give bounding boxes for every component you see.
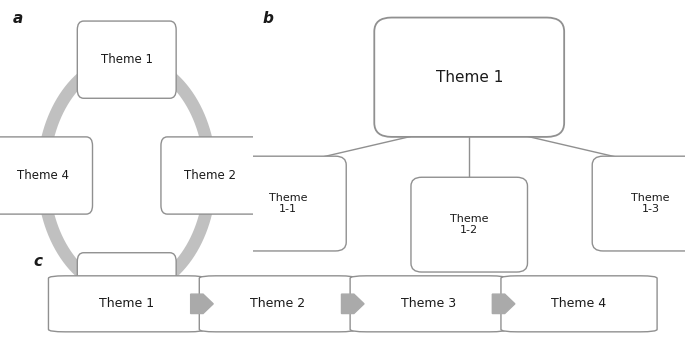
- Text: Theme 2: Theme 2: [184, 169, 236, 182]
- Text: Theme 1: Theme 1: [99, 297, 154, 310]
- FancyBboxPatch shape: [501, 276, 657, 332]
- FancyBboxPatch shape: [350, 276, 506, 332]
- FancyBboxPatch shape: [199, 276, 356, 332]
- Text: Theme
1-1: Theme 1-1: [269, 193, 308, 214]
- FancyBboxPatch shape: [593, 156, 685, 251]
- Text: Theme 4: Theme 4: [17, 169, 69, 182]
- Text: Theme
1-2: Theme 1-2: [450, 214, 488, 236]
- Text: Theme 3: Theme 3: [101, 285, 153, 298]
- Text: b: b: [262, 11, 273, 26]
- Text: Theme 3: Theme 3: [401, 297, 456, 310]
- Polygon shape: [190, 294, 213, 313]
- Polygon shape: [493, 294, 515, 313]
- FancyBboxPatch shape: [374, 18, 564, 137]
- FancyBboxPatch shape: [229, 156, 346, 251]
- FancyBboxPatch shape: [77, 253, 176, 330]
- Text: Theme
1-3: Theme 1-3: [631, 193, 670, 214]
- FancyBboxPatch shape: [0, 137, 92, 214]
- FancyBboxPatch shape: [49, 276, 205, 332]
- Text: c: c: [34, 254, 43, 269]
- FancyBboxPatch shape: [411, 177, 527, 272]
- Text: Theme 4: Theme 4: [551, 297, 607, 310]
- Text: Theme 2: Theme 2: [250, 297, 305, 310]
- FancyBboxPatch shape: [77, 21, 176, 98]
- FancyBboxPatch shape: [161, 137, 260, 214]
- Polygon shape: [342, 294, 364, 313]
- Text: a: a: [12, 11, 23, 26]
- Text: Theme 1: Theme 1: [436, 70, 503, 85]
- Text: Theme 1: Theme 1: [101, 53, 153, 66]
